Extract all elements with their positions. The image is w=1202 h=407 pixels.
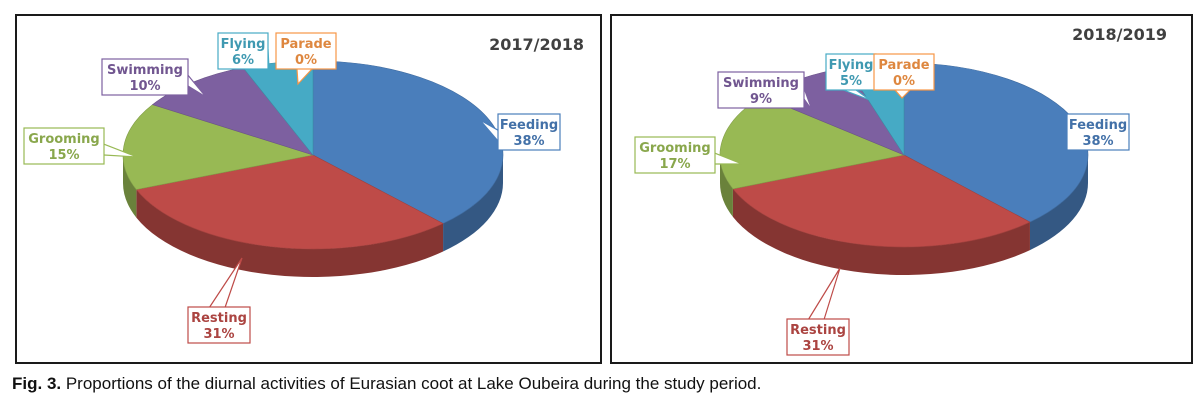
callout-value-label: 9% <box>750 92 772 107</box>
callout-value-label: 38% <box>1082 134 1113 149</box>
callout-value-label: 10% <box>129 79 160 94</box>
callout-box <box>717 71 805 109</box>
callout-box <box>873 53 935 91</box>
callout-category-label: Resting <box>790 323 846 338</box>
pie-slice-resting <box>135 154 444 250</box>
pie-top <box>719 62 1089 248</box>
callout-pointer <box>209 257 243 308</box>
callout-value-label: 17% <box>659 157 690 172</box>
callout-box <box>497 113 561 151</box>
callout-pointer <box>808 267 841 320</box>
chart-title: 2017/2018 <box>489 35 584 54</box>
callout-pointer <box>843 89 871 101</box>
pie-side-walls <box>720 155 1088 275</box>
callout-value-label: 31% <box>802 339 833 354</box>
callout-box <box>786 318 850 356</box>
callout-box <box>101 58 189 96</box>
callout-pointer <box>296 68 313 86</box>
pie-callouts: Feeding38%Resting31%Grooming15%Swimming1… <box>23 32 561 344</box>
pie-side-feeding <box>443 155 503 252</box>
figure-caption: Fig. 3. Proportions of the diurnal activ… <box>12 374 761 394</box>
pie-side-resting <box>136 189 444 278</box>
callout-box <box>634 136 716 174</box>
pie-side-resting <box>732 188 1030 275</box>
callout-value-label: 15% <box>48 148 79 163</box>
callout-category-label: Swimming <box>723 76 799 91</box>
callout-pointer <box>187 74 207 98</box>
pie-slice-grooming <box>122 104 314 190</box>
callout-box <box>217 32 269 70</box>
callout-category-label: Resting <box>191 311 247 326</box>
callout-category-label: Grooming <box>28 132 100 147</box>
callout-value-label: 0% <box>295 53 317 68</box>
callout-box <box>825 53 877 91</box>
pie-side-grooming <box>123 155 137 218</box>
callout-pointer <box>714 152 743 165</box>
pie-side-walls <box>123 155 503 278</box>
figure-number: Fig. 3. <box>12 374 62 393</box>
callout-pointer <box>479 119 499 142</box>
callout-category-label: Feeding <box>500 118 558 133</box>
callout-category-label: Parade <box>280 37 331 52</box>
callout-category-label: Grooming <box>639 141 711 156</box>
callout-category-label: Flying <box>829 58 874 73</box>
callout-value-label: 6% <box>232 53 254 68</box>
pie-chart-2017-2018: Feeding38%Resting31%Grooming15%Swimming1… <box>23 32 561 344</box>
callout-value-label: 38% <box>513 134 544 149</box>
pie-slice-feeding <box>312 60 504 224</box>
callout-box <box>23 127 105 165</box>
callout-value-label: 5% <box>840 74 862 89</box>
callout-pointer <box>103 143 138 158</box>
pie-slice-resting <box>732 154 1031 248</box>
callout-box <box>275 32 337 70</box>
callout-box <box>187 306 251 344</box>
callout-box <box>1066 113 1130 151</box>
callout-category-label: Swimming <box>107 63 183 78</box>
callout-category-label: Flying <box>221 37 266 52</box>
callout-value-label: 0% <box>893 74 915 89</box>
callout-value-label: 31% <box>203 327 234 342</box>
callout-category-label: Parade <box>878 58 929 73</box>
pie-side-feeding <box>1029 155 1088 251</box>
chart-panel-2018-2019: Feeding 38% Resting 31% Grooming 17% Swimming 9… <box>610 14 1193 364</box>
callout-category-label: Feeding <box>1069 118 1127 133</box>
pie-side-grooming <box>720 155 733 217</box>
callout-pointer <box>803 87 813 111</box>
chart-title: 2018/2019 <box>1072 25 1167 44</box>
caption-text: Proportions of the diurnal activities of… <box>61 374 762 393</box>
chart-panel-2017-2018: Feeding 38% Resting 31% Grooming 15% Swimming 1… <box>15 14 602 364</box>
callout-pointer <box>894 89 911 99</box>
